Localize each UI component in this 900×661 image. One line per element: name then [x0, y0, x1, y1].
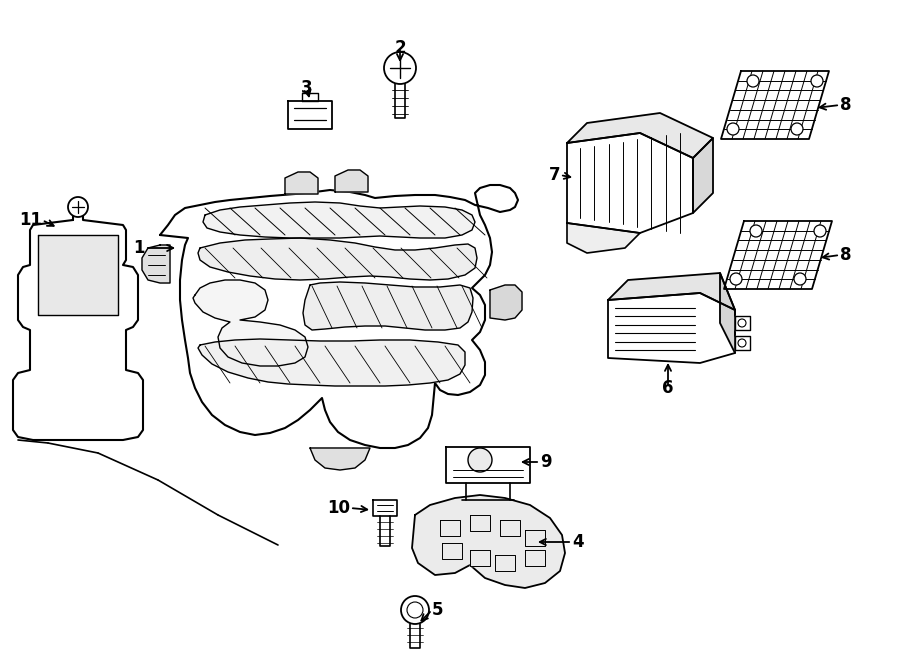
Polygon shape: [720, 273, 735, 353]
Circle shape: [384, 52, 416, 84]
Polygon shape: [470, 515, 490, 531]
Text: 8: 8: [840, 246, 851, 264]
Polygon shape: [735, 336, 750, 350]
Circle shape: [738, 339, 746, 347]
Circle shape: [468, 448, 492, 472]
Polygon shape: [198, 339, 465, 386]
Polygon shape: [303, 282, 473, 330]
Polygon shape: [380, 516, 390, 546]
Polygon shape: [142, 245, 170, 283]
Polygon shape: [608, 293, 735, 363]
Circle shape: [730, 273, 742, 285]
Polygon shape: [500, 520, 520, 536]
Polygon shape: [693, 138, 713, 213]
Polygon shape: [193, 280, 308, 366]
Polygon shape: [38, 235, 118, 315]
Circle shape: [738, 319, 746, 327]
Text: 5: 5: [432, 601, 444, 619]
Text: 3: 3: [302, 79, 313, 97]
Polygon shape: [446, 447, 530, 483]
Text: 7: 7: [548, 166, 560, 184]
Polygon shape: [395, 84, 405, 118]
Polygon shape: [410, 624, 420, 648]
Polygon shape: [567, 113, 713, 158]
Polygon shape: [335, 170, 368, 192]
Polygon shape: [373, 500, 397, 516]
Polygon shape: [735, 316, 750, 330]
Polygon shape: [567, 133, 693, 233]
Polygon shape: [495, 555, 515, 571]
Polygon shape: [203, 202, 475, 238]
Polygon shape: [288, 101, 332, 129]
Circle shape: [68, 197, 88, 217]
Polygon shape: [721, 71, 829, 139]
Polygon shape: [490, 285, 522, 320]
Text: 10: 10: [327, 499, 350, 517]
Circle shape: [401, 596, 429, 624]
Polygon shape: [442, 543, 462, 559]
Polygon shape: [412, 495, 565, 588]
Text: 4: 4: [572, 533, 583, 551]
Text: 8: 8: [840, 96, 851, 114]
Polygon shape: [724, 221, 832, 289]
Circle shape: [814, 225, 826, 237]
Text: 9: 9: [540, 453, 552, 471]
Circle shape: [407, 602, 423, 618]
Circle shape: [747, 75, 759, 87]
Polygon shape: [567, 223, 640, 253]
Polygon shape: [13, 215, 143, 440]
Polygon shape: [440, 520, 460, 536]
Circle shape: [791, 123, 803, 135]
Circle shape: [750, 225, 762, 237]
Polygon shape: [160, 185, 518, 448]
Polygon shape: [285, 172, 318, 194]
Text: 11: 11: [19, 211, 42, 229]
Polygon shape: [302, 93, 318, 101]
Text: 1: 1: [133, 239, 145, 257]
Polygon shape: [470, 550, 490, 566]
Polygon shape: [608, 273, 735, 310]
Circle shape: [811, 75, 823, 87]
Text: 6: 6: [662, 379, 674, 397]
Polygon shape: [525, 550, 545, 566]
Polygon shape: [198, 238, 477, 280]
Circle shape: [794, 273, 806, 285]
Circle shape: [727, 123, 739, 135]
Polygon shape: [525, 530, 545, 546]
Polygon shape: [310, 448, 370, 470]
Text: 2: 2: [394, 39, 406, 57]
